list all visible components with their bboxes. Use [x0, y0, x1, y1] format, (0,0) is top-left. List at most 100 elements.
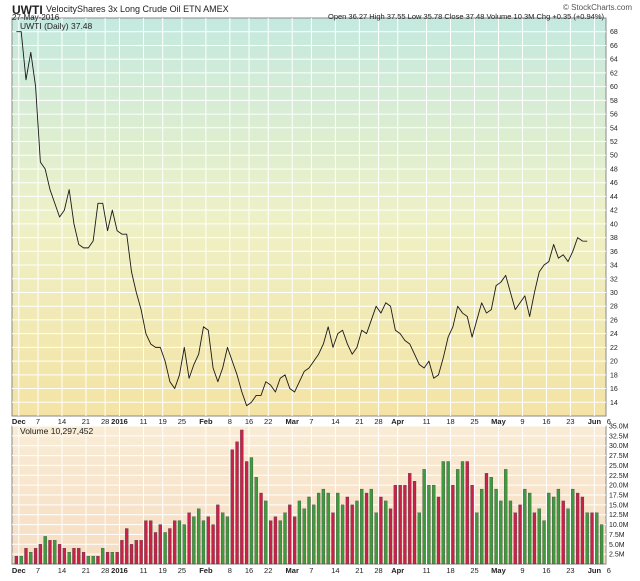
volume-bar [57, 544, 62, 565]
volume-bar [345, 496, 350, 565]
y-tick-label: 18 [610, 372, 618, 379]
volume-bar [216, 504, 220, 565]
x-tick-label: 8 [228, 566, 232, 575]
volume-bar [149, 520, 153, 565]
volume-bar [470, 484, 474, 565]
y-tick-label: 52 [610, 139, 618, 146]
volume-bar [288, 504, 292, 565]
volume-bar [283, 512, 287, 565]
y-tick-label: 25.0M [609, 463, 629, 470]
volume-bar [575, 492, 580, 565]
x-tick-label: 14 [331, 417, 339, 426]
y-tick-label: 66 [610, 43, 618, 50]
volume-bar [268, 520, 273, 565]
volume-bar [595, 512, 599, 565]
price-line [16, 31, 588, 407]
volume-bar [355, 500, 359, 565]
x-tick-label: 21 [355, 417, 363, 426]
volume-bars [14, 429, 604, 565]
x-tick-label: 7 [36, 417, 40, 426]
volume-bar [91, 555, 95, 565]
volume-bar [297, 500, 302, 565]
volume-bar [86, 555, 90, 565]
volume-bar [19, 555, 23, 565]
y-tick-label: 60 [610, 84, 618, 91]
volume-bar [134, 540, 138, 565]
volume-bar [211, 524, 215, 565]
volume-bar [556, 488, 561, 565]
volume-bar [168, 528, 172, 565]
y-tick-label: 20 [610, 359, 618, 366]
x-tick-label: 18 [446, 417, 454, 426]
x-tick-label: 14 [58, 566, 66, 575]
volume-bar [312, 504, 316, 565]
volume-bar [72, 548, 76, 565]
price-panel [11, 17, 607, 417]
volume-bar [585, 512, 589, 565]
y-tick-label: 30.0M [609, 443, 629, 450]
volume-bar [393, 484, 397, 565]
x-tick-label: 9 [520, 566, 524, 575]
x-tick-label: Mar [286, 417, 299, 426]
volume-bar [201, 520, 206, 565]
volume-bar [259, 492, 263, 565]
y-tick-label: 46 [610, 180, 618, 187]
x-tick-label: 11 [423, 566, 431, 575]
volume-bar [417, 512, 421, 565]
x-tick-label: Dec [12, 417, 26, 426]
volume-bar [235, 441, 239, 565]
volume-bar [513, 512, 517, 565]
volume-bar [494, 488, 498, 565]
y-tick-label: 54 [610, 125, 618, 132]
volume-bar [249, 457, 254, 565]
x-tick-label: 28 [374, 566, 382, 575]
volume-bar [254, 477, 258, 565]
y-tick-label: 24 [610, 331, 618, 338]
volume-bar [364, 492, 369, 565]
volume-bar [580, 496, 585, 565]
x-tick-label: May [491, 566, 506, 575]
x-tick-label: 14 [58, 417, 66, 426]
volume-bar [484, 473, 489, 565]
x-tick-label: 7 [309, 566, 313, 575]
y-tick-labels: 14 16 18 20 22 24 26 28 30 32 34 36 38 40 42 44 46 48 50 52… [609, 29, 629, 558]
volume-bar [307, 496, 311, 565]
volume-bar [182, 524, 186, 565]
x-tick-label: 19 [159, 417, 167, 426]
y-tick-label: 48 [610, 166, 618, 173]
volume-bar [456, 469, 460, 565]
quote-summary: Open 36.27 High 37.55 Low 35.78 Close 37… [328, 12, 605, 21]
x-tick-label: Jun [588, 417, 602, 426]
volume-bar [537, 508, 541, 565]
volume-bar [384, 500, 388, 565]
x-tick-label: 25 [178, 566, 186, 575]
volume-bar [360, 488, 364, 565]
x-tick-label: 11 [140, 566, 148, 575]
y-tick-label: 42 [610, 208, 618, 215]
volume-bar [77, 548, 81, 565]
x-tick-label: Apr [391, 566, 404, 575]
security-name: VelocityShares 3x Long Crude Oil ETN AME… [46, 4, 229, 14]
y-tick-label: 14 [610, 400, 618, 407]
y-tick-label: 58 [610, 98, 618, 105]
x-tick-label: 19 [159, 566, 167, 575]
y-tick-label: 12.5M [609, 512, 629, 519]
volume-bar [153, 532, 158, 565]
y-tick-label: 34 [610, 263, 618, 270]
y-tick-label: 22 [610, 345, 618, 352]
volume-bar [599, 524, 604, 565]
volume-bar [441, 461, 445, 565]
x-tick-label: 2016 [111, 566, 128, 575]
volume-bar [144, 520, 148, 565]
volume-bar [340, 504, 345, 565]
y-tick-label: 20.0M [609, 483, 629, 490]
price-legend: UWTI (Daily) 37.48 [20, 21, 93, 31]
x-tick-label: Dec [12, 566, 26, 575]
volume-bar [326, 492, 330, 565]
volume-bar [29, 552, 33, 565]
volume-bar [158, 524, 162, 565]
volume-bar [475, 512, 479, 565]
volume-bar [532, 512, 537, 565]
volume-bar [316, 492, 321, 565]
quote-date: 27-May-2016 [12, 13, 60, 22]
